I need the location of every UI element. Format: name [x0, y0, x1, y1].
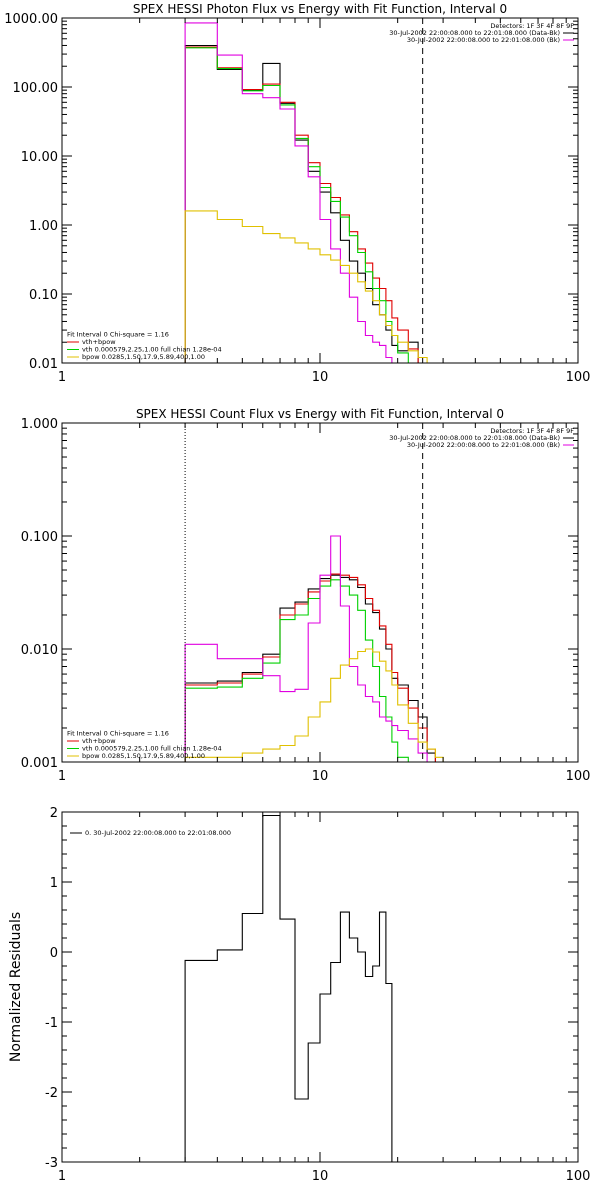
- y-tick-label: 1000.00: [4, 12, 58, 27]
- legend-entry: 30-Jul-2002 22:00:08.000 to 22:01:08.000…: [389, 434, 560, 442]
- legend-entry: Detectors: 1F 3F 4F 8F 9F: [490, 22, 574, 30]
- y-tick-label: 2: [50, 806, 58, 821]
- y-tick-label: -1: [45, 1016, 58, 1031]
- legend-entry: bpow 0.0285,1.50,17.9,5.89,400,1.00: [82, 353, 205, 361]
- y-tick-label: 0.001: [21, 756, 58, 771]
- series-line-vth-bpow: [184, 46, 428, 363]
- legend-entry: 30-Jul-2002 22:00:08.000 to 22:01:08.000…: [407, 441, 560, 449]
- y-tick-label: 10.00: [21, 150, 58, 165]
- series-line-vth: [184, 579, 409, 762]
- series-group: [184, 22, 444, 363]
- y-tick-label: 0.01: [29, 357, 58, 372]
- y-tick-label: 0.010: [21, 643, 58, 658]
- series-line-bk: [184, 535, 428, 762]
- series-line-bpow: [184, 648, 444, 762]
- y-tick-label: 1.00: [29, 219, 58, 234]
- chart-panel-1: 1 10 100 0.01 0.10 1.00 10.00 100.00 1000.00 SPEX…: [4, 2, 590, 385]
- x-tick-label: 100: [566, 769, 591, 784]
- legend-entry: vth 0.000579,2.25,1.00 full chian 1.28e-…: [82, 346, 222, 354]
- chart-panel-3: 1 10 100 -3 -2 -1 0 1 2 Normalized Residuals 0. 30…: [8, 806, 590, 1184]
- legend-entry: vth+bpow: [82, 737, 116, 745]
- series-line-data-bk: [184, 44, 428, 363]
- series-line-bpow: [184, 210, 444, 363]
- y-tick-label: 0.10: [29, 288, 58, 303]
- y-axis-label: Normalized Residuals: [8, 912, 24, 1062]
- y-tick-label: 1.000: [21, 417, 58, 432]
- series-group: [184, 814, 399, 1162]
- chart-title: SPEX HESSI Photon Flux vs Energy with Fi…: [133, 2, 507, 16]
- y-tick-label: 0: [50, 946, 58, 961]
- legend-top-left: 0. 30-Jul-2002 22:00:08.000 to 22:01:08.…: [70, 829, 231, 837]
- legend-entry: Detectors: 1F 3F 4F 8F 9F: [490, 427, 574, 435]
- series-line-bk: [184, 22, 428, 363]
- legend-entry: 0. 30-Jul-2002 22:00:08.000 to 22:01:08.…: [85, 829, 231, 837]
- x-tick-label: 1: [58, 370, 66, 385]
- legend-entry: vth+bpow: [82, 338, 116, 346]
- series-line-vth-bpow: [184, 573, 436, 762]
- series-line-data-bk: [184, 574, 436, 762]
- y-tick-label: 100.00: [13, 81, 59, 96]
- legend-entry: Fit Interval 0 Chi-square = 1.16: [67, 730, 169, 738]
- y-tick-label: 0.100: [21, 530, 58, 545]
- series-group: [184, 535, 444, 762]
- x-tick-label: 100: [566, 370, 591, 385]
- legend-entry: 30-Jul-2002 22:00:08.000 to 22:01:08.000…: [389, 29, 560, 37]
- legend-entry: vth 0.000579,2.25,1.00 full chian 1.28e-…: [82, 745, 222, 753]
- legend-entry: Fit Interval 0 Chi-square = 1.16: [67, 331, 169, 339]
- series-line-0-30-jul-2002-22-00-08-000-to-22-01-08-000: [184, 814, 399, 1162]
- x-tick-label: 10: [312, 370, 329, 385]
- legend-entry: bpow 0.0285,1.50,17.9,5.89,400,1.00: [82, 752, 205, 760]
- chart-panel-2: 1 10 100 0.001 0.010 0.100 1.000 SPEX HESSI Cou…: [21, 407, 591, 784]
- series-line-vth: [184, 47, 428, 363]
- y-tick-label: 1: [50, 876, 58, 891]
- x-tick-label: 10: [312, 769, 329, 784]
- legend-entry: 30-Jul-2002 22:00:08.000 to 22:01:08.000…: [407, 36, 560, 44]
- x-tick-label: 1: [58, 1169, 66, 1184]
- legend-bottom-left: Fit Interval 0 Chi-square = 1.16vth+bpow…: [67, 730, 222, 760]
- chart-title: SPEX HESSI Count Flux vs Energy with Fit…: [136, 407, 504, 421]
- x-tick-label: 100: [566, 1169, 591, 1184]
- plot-frame: [61, 811, 579, 1163]
- x-tick-label: 10: [312, 1169, 329, 1184]
- x-tick-label: 1: [58, 769, 66, 784]
- y-tick-label: -3: [45, 1156, 58, 1171]
- y-tick-label: -2: [45, 1086, 58, 1101]
- legend-bottom-left: Fit Interval 0 Chi-square = 1.16vth+bpow…: [67, 331, 222, 361]
